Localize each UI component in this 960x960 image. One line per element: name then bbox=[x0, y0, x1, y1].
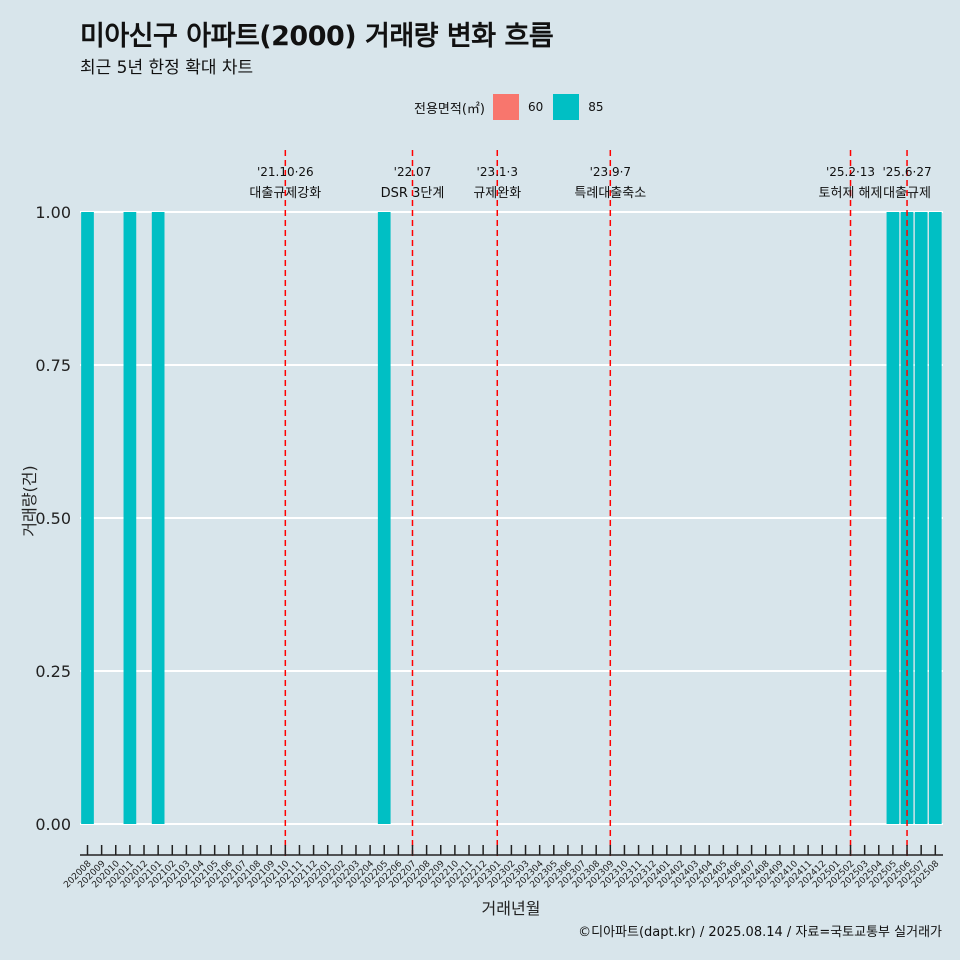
event-date-label: '25.6·27 bbox=[882, 165, 931, 179]
legend-label-60: 60 bbox=[527, 100, 544, 114]
event-name-label: 특례대출축소 bbox=[574, 186, 646, 201]
event-name-label: 대출규제 bbox=[883, 186, 931, 201]
bar bbox=[151, 212, 165, 824]
bar bbox=[123, 212, 137, 824]
event-name-label: 대출규제강화 bbox=[249, 186, 321, 201]
bar bbox=[914, 212, 928, 824]
y-tick-label: 1.00 bbox=[35, 203, 71, 222]
bar bbox=[377, 212, 391, 824]
event-date-label: '23.9·7 bbox=[590, 165, 631, 179]
event-name-label: 토허제 해제 bbox=[819, 186, 883, 201]
y-tick-label: 0.00 bbox=[35, 815, 71, 834]
bar bbox=[886, 212, 900, 824]
y-axis-title: 거래량(건) bbox=[20, 465, 39, 536]
legend-title: 전용면적(㎡) bbox=[414, 101, 485, 117]
event-date-label: '25.2·13 bbox=[826, 165, 875, 179]
legend: 전용면적(㎡) 60 85 bbox=[414, 93, 614, 121]
legend-swatch-60 bbox=[492, 94, 519, 120]
event-name-label: 규제완화 bbox=[473, 186, 521, 201]
chart-title: 미아신구 아파트(2000) 거래량 변화 흐름 bbox=[80, 21, 554, 52]
legend-label-85: 85 bbox=[588, 100, 604, 114]
y-tick-label: 0.25 bbox=[35, 662, 71, 681]
event-date-label: '22.07 bbox=[394, 165, 432, 179]
bar bbox=[900, 212, 914, 824]
event-name-label: DSR 3단계 bbox=[381, 186, 445, 201]
legend-swatch-85 bbox=[553, 94, 580, 120]
source-caption: ©디아파트(dapt.kr) / 2025.08.14 / 자료=국토교통부 실… bbox=[578, 925, 942, 940]
chart-subtitle: 최근 5년 한정 확대 차트 bbox=[80, 58, 254, 78]
y-tick-label: 0.50 bbox=[35, 509, 71, 528]
bar bbox=[928, 212, 942, 824]
bar bbox=[81, 212, 94, 824]
event-date-label: '21.10·26 bbox=[257, 165, 314, 179]
event-date-label: '23.1·3 bbox=[477, 165, 518, 179]
x-axis-title: 거래년월 bbox=[482, 899, 541, 918]
y-tick-label: 0.75 bbox=[35, 356, 71, 375]
